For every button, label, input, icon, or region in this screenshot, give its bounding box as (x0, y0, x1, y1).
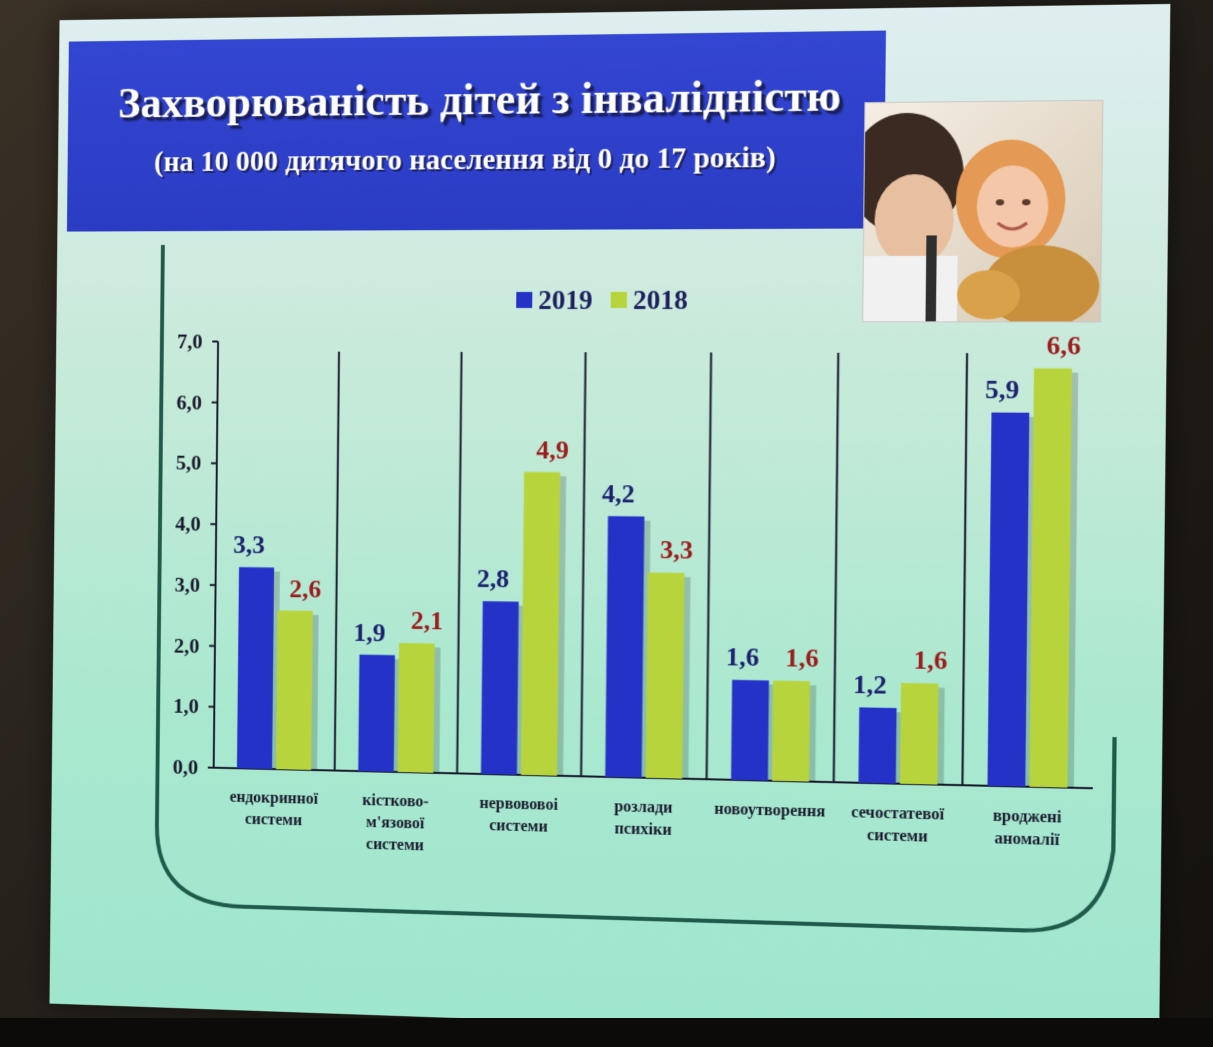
category-label: системи (867, 827, 928, 846)
category-label: м'язової (366, 814, 425, 833)
category-label: системи (489, 817, 548, 836)
bar-2018-2 (521, 472, 560, 776)
y-axis (214, 342, 218, 768)
title-band (67, 31, 886, 226)
data-label-2018-3: 3,3 (660, 535, 693, 565)
category-label: кістково- (362, 792, 428, 811)
category-label: сечостатевої (851, 804, 945, 824)
y-tick-label: 0,0 (173, 757, 199, 780)
bar-2018-1 (398, 643, 435, 773)
bar-2019-5 (858, 707, 896, 783)
category-separator (581, 352, 585, 776)
y-tick-label: 6,0 (176, 392, 202, 414)
y-tick-label: 7,0 (177, 331, 203, 353)
data-label-2018-6: 6,6 (1046, 330, 1081, 360)
category-label: розлади (614, 798, 673, 817)
data-label-2019-2: 2,8 (477, 564, 510, 594)
y-tick-label: 2,0 (174, 635, 200, 657)
bar-2018-6 (1030, 368, 1072, 787)
bar-2019-1 (358, 655, 395, 772)
chart-area: 0,0 1,0 2,0 3,0 4,0 5,0 6,0 7,0 3,3 2,6 ендокринно… (117, 221, 1146, 944)
bar-2019-2 (481, 601, 519, 775)
category-label: ендокринної (229, 789, 318, 808)
category-label: вроджені (993, 807, 1063, 826)
bar-2019-4 (731, 680, 769, 781)
data-label-2018-2: 4,9 (536, 435, 569, 465)
category-label: аномалії (994, 830, 1060, 849)
category-label: системи (245, 811, 302, 830)
category-separator (962, 353, 967, 785)
bar-2019-6 (988, 413, 1030, 787)
data-label-2019-4: 1,6 (726, 642, 760, 672)
data-label-2019-3: 4,2 (602, 479, 635, 509)
data-label-2018-1: 2,1 (411, 606, 444, 636)
bar-2019-0 (237, 567, 274, 769)
data-label-2019-5: 1,2 (853, 669, 887, 700)
category-label: системи (366, 836, 424, 855)
y-tick-label: 4,0 (175, 514, 201, 536)
bar-chart: 0,0 1,0 2,0 3,0 4,0 5,0 6,0 7,0 3,3 2,6 ендокринно… (117, 221, 1146, 944)
data-label-2019-6: 5,9 (985, 374, 1019, 404)
data-label-2018-0: 2,6 (289, 574, 321, 604)
bar-2019-3 (605, 516, 644, 778)
category-label: новоутворення (714, 800, 826, 820)
category-separator (335, 352, 339, 771)
y-tick-label: 3,0 (175, 574, 201, 596)
y-tick-label: 5,0 (176, 453, 202, 475)
data-label-2019-1: 1,9 (353, 617, 385, 647)
bar-2018-4 (772, 681, 810, 782)
data-label-2018-5: 1,6 (913, 645, 947, 676)
category-label: нервововоі (479, 795, 558, 814)
category-separator (457, 352, 461, 773)
category-separator (834, 353, 839, 782)
slide-title: Захворюваність дітей з інвалідністю (118, 69, 877, 128)
y-tick-label: 1,0 (173, 696, 199, 718)
category-separator (707, 353, 712, 780)
bar-2018-0 (276, 610, 313, 770)
bar-2018-5 (900, 683, 939, 785)
data-label-2019-0: 3,3 (233, 530, 265, 559)
slide-subtitle: (на 10 000 дитячого населення від 0 до 1… (154, 141, 874, 179)
category-label: психіки (614, 820, 671, 839)
presentation-slide: Захворюваність дітей з інвалідністю (на … (49, 4, 1170, 1043)
bar-2018-3 (646, 573, 685, 779)
room-floor (0, 1018, 1213, 1047)
data-label-2018-4: 1,6 (785, 643, 819, 673)
